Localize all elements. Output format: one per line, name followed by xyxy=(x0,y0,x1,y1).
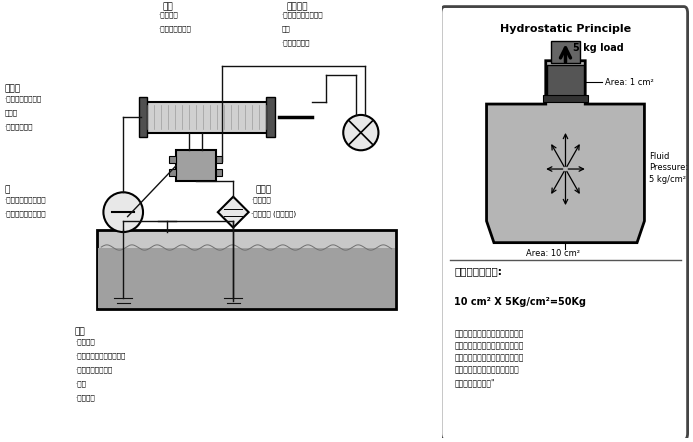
Circle shape xyxy=(343,115,378,150)
Bar xyxy=(169,156,176,163)
Bar xyxy=(169,169,176,176)
Text: 执行机构: 执行机构 xyxy=(286,2,308,11)
Text: ·散热: ·散热 xyxy=(75,381,86,387)
Text: 过滤器: 过滤器 xyxy=(255,186,272,194)
Text: ·执行有用工作: ·执行有用工作 xyxy=(281,39,310,46)
Text: ·截住颗粒: ·截住颗粒 xyxy=(251,197,270,203)
Bar xyxy=(266,97,275,137)
Text: 阀门: 阀门 xyxy=(163,2,173,11)
Polygon shape xyxy=(486,61,644,243)
Bar xyxy=(98,248,395,308)
Text: 油箱: 油箱 xyxy=(75,327,85,336)
Bar xyxy=(551,41,580,63)
Bar xyxy=(216,169,222,176)
Text: ·流向控制: ·流向控制 xyxy=(159,11,178,18)
Text: Hydrostatic Principle: Hydrostatic Principle xyxy=(500,24,631,34)
Text: Fluid
Pressure:
5 kg/cm²: Fluid Pressure: 5 kg/cm² xyxy=(649,152,688,184)
Bar xyxy=(543,95,588,102)
Text: 帕斯卡定律：当压力被施加在一个
封闭的空间内液体的任何部分上时
，一个等同的压力在其封闭空间内
的各个方向上被传送并未减弱，
不管其形状如何。": 帕斯卡定律：当压力被施加在一个 封闭的空间内液体的任何部分上时 ，一个等同的压力… xyxy=(455,329,524,387)
Bar xyxy=(97,230,396,309)
Bar xyxy=(547,65,584,100)
Text: ·机械能转化成液压能: ·机械能转化成液压能 xyxy=(4,197,46,203)
Text: 泵: 泵 xyxy=(4,186,10,194)
Bar xyxy=(176,150,216,181)
Text: 5 kg load: 5 kg load xyxy=(573,43,624,53)
Text: 械能: 械能 xyxy=(281,25,290,32)
Text: ·转换液压能图线性: ·转换液压能图线性 xyxy=(4,95,42,102)
Text: ·调控压力和流量: ·调控压力和流量 xyxy=(159,25,191,32)
Text: Area: 1 cm²: Area: 1 cm² xyxy=(605,78,653,87)
Bar xyxy=(139,97,148,137)
Text: 量瓶底部的压力:: 量瓶底部的压力: xyxy=(455,267,502,277)
Polygon shape xyxy=(218,197,249,228)
Text: ·产生横向运动: ·产生横向运动 xyxy=(4,123,33,130)
Text: ·给系统提供带压流体: ·给系统提供带压流体 xyxy=(4,211,46,217)
Text: ·液压能转换成旋转机: ·液压能转换成旋转机 xyxy=(281,11,323,18)
Circle shape xyxy=(103,192,143,232)
Text: 液压缸: 液压缸 xyxy=(4,84,21,93)
Text: Area: 10 cm²: Area: 10 cm² xyxy=(526,249,580,258)
Text: ·储存液体: ·储存液体 xyxy=(75,338,94,345)
Text: ·吸收水分 (某种类型): ·吸收水分 (某种类型) xyxy=(251,211,296,217)
Bar xyxy=(216,156,222,163)
Text: ·排放并净化污染物: ·排放并净化污染物 xyxy=(75,366,112,373)
Text: 机械能: 机械能 xyxy=(4,109,17,116)
Text: ·为沉定物和分离物作提供: ·为沉定物和分离物作提供 xyxy=(75,352,125,359)
Text: ·释放空气: ·释放空气 xyxy=(75,395,94,401)
FancyBboxPatch shape xyxy=(441,7,687,440)
Bar xyxy=(141,102,273,133)
Text: 10 cm² X 5Kg/cm²=50Kg: 10 cm² X 5Kg/cm²=50Kg xyxy=(455,297,586,307)
